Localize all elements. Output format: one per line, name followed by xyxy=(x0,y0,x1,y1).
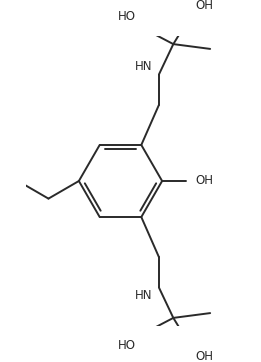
Text: OH: OH xyxy=(195,174,213,188)
Text: HO: HO xyxy=(118,10,136,23)
Text: OH: OH xyxy=(195,350,213,362)
Text: HN: HN xyxy=(135,60,152,73)
Text: HN: HN xyxy=(135,289,152,302)
Text: OH: OH xyxy=(195,0,213,12)
Text: HO: HO xyxy=(118,339,136,352)
